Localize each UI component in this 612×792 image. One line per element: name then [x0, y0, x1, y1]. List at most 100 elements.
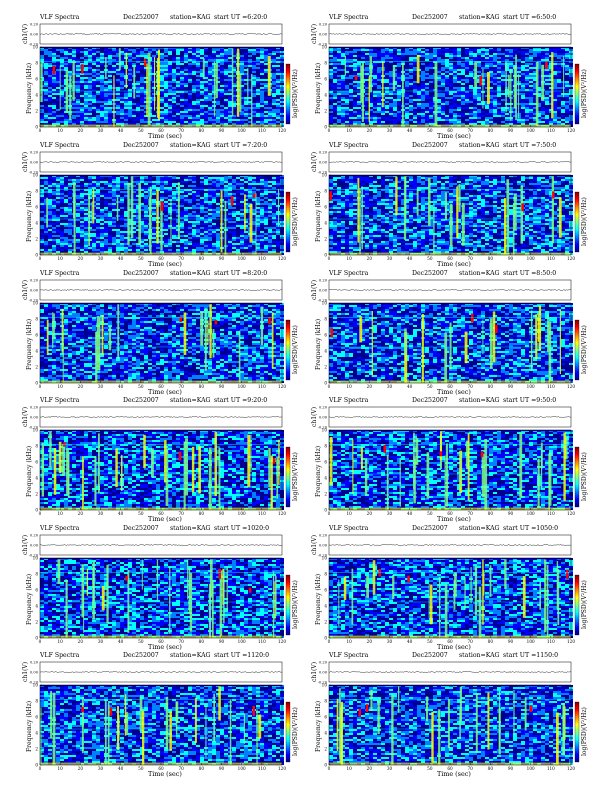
spectrogram-cell — [549, 61, 553, 63]
spectrogram-cell — [52, 111, 56, 113]
spectrogram-cell — [260, 109, 264, 111]
spectrogram-cell — [369, 55, 373, 57]
spectrogram-cell — [208, 83, 212, 85]
spectrogram-cell — [441, 79, 445, 81]
spectrogram-cell — [204, 93, 208, 95]
spectrogram-cell — [437, 111, 441, 113]
spectrogram-cell — [120, 105, 124, 107]
spectrogram-cell — [533, 71, 537, 73]
spectrogram-cell — [208, 53, 212, 55]
spectrogram-cell — [437, 69, 441, 71]
spectrogram-cell — [84, 105, 88, 107]
spectrogram-cell — [473, 103, 477, 105]
spectrogram-cell — [445, 115, 449, 117]
spectrogram-cell — [120, 73, 124, 75]
spectrogram-cell — [248, 85, 252, 87]
spectrogram-cell — [136, 57, 140, 59]
spectrogram-cell — [104, 107, 108, 109]
spectrogram-cell — [272, 55, 276, 57]
x-tick-label: 50 — [138, 128, 144, 133]
spectrogram-cell — [453, 91, 457, 93]
spectrogram-cell — [180, 51, 184, 53]
spectrogram-cell — [329, 51, 333, 53]
spectrogram-cell — [120, 115, 124, 117]
spectrogram-cell — [417, 121, 421, 123]
spectrogram-cell — [337, 111, 341, 113]
spectrogram-cell — [553, 81, 557, 83]
spectrogram-cell — [56, 59, 60, 61]
spectrogram-cell — [220, 79, 224, 81]
spectrogram-cell — [565, 101, 569, 103]
spectrogram-cell — [405, 59, 409, 61]
spectrogram-cell — [437, 99, 441, 101]
spectrogram-cell — [465, 67, 469, 69]
spectrogram-cell — [453, 51, 457, 53]
spectrogram-cell — [349, 91, 353, 93]
spectrogram-cell — [369, 123, 373, 125]
spectrogram-cell — [204, 109, 208, 111]
spectrogram-cell — [489, 67, 493, 69]
spectrogram-cell — [545, 91, 549, 93]
spectrogram-cell — [164, 99, 168, 101]
spectrogram-cell — [76, 105, 80, 107]
spectrogram-cell — [92, 91, 96, 93]
spectrogram-cell — [357, 111, 361, 113]
x-tick-label: 110 — [258, 128, 266, 133]
spectrogram-cell — [377, 117, 381, 119]
spectrogram-cell — [244, 61, 248, 63]
spectrogram-cell — [188, 99, 192, 101]
spectrogram-cell — [76, 59, 80, 61]
spectrogram-cell — [160, 103, 164, 105]
spectrogram-cell — [545, 101, 549, 103]
spectrogram-cell — [329, 77, 333, 79]
spectrogram-cell — [68, 55, 72, 57]
spectrogram-cell — [140, 57, 144, 59]
spectrogram-cell — [256, 113, 260, 115]
spectrogram-cell — [425, 97, 429, 99]
spectrogram-cell — [365, 85, 369, 87]
spectrogram-cell — [437, 91, 441, 93]
spectrogram-cell — [457, 71, 461, 73]
spectrogram-cell — [449, 91, 453, 93]
spectrogram-cell — [224, 87, 228, 89]
spectrogram-cell — [377, 77, 381, 79]
spectrogram-cell — [393, 93, 397, 95]
spectrogram-cell — [437, 89, 441, 91]
spectrogram-cell — [256, 67, 260, 69]
spectrogram-cell — [449, 101, 453, 103]
spectrogram-cell — [445, 61, 449, 63]
spectrogram-cell — [116, 69, 120, 71]
spectrogram-cell — [252, 93, 256, 95]
spectrogram-cell — [461, 95, 465, 97]
spectrogram-cell — [521, 105, 525, 107]
spectrogram-cell — [212, 119, 216, 121]
spectrogram-cell — [120, 87, 124, 89]
spectrogram-cell — [417, 99, 421, 101]
spectrogram-cell — [381, 55, 385, 57]
spectrogram-cell — [228, 59, 232, 61]
spectrogram-cell — [52, 61, 56, 63]
spectrogram-cell — [256, 71, 260, 73]
spectrogram-cell — [477, 69, 481, 71]
spectrogram-cell — [445, 63, 449, 65]
spectrogram-cell — [341, 105, 345, 107]
spectrogram-cell — [561, 81, 565, 83]
spectrogram-cell — [473, 105, 477, 107]
spectrogram-cell — [176, 55, 180, 57]
spectrogram-cell — [248, 83, 252, 85]
spectrogram-cell — [120, 59, 124, 61]
spectrogram-cell — [232, 71, 236, 73]
spectrogram-cell — [549, 59, 553, 61]
spectrogram-cell — [144, 73, 148, 75]
spectrogram-cell — [489, 75, 493, 77]
spectrogram-cell — [128, 115, 132, 117]
spectrogram-cell — [252, 73, 256, 75]
spectrogram-cell — [44, 95, 48, 97]
spectrogram-cell — [565, 67, 569, 69]
spectrogram-cell — [92, 97, 96, 99]
spectrogram-cell — [92, 123, 96, 125]
spectrogram-cell — [60, 67, 64, 69]
spectrogram-cell — [537, 103, 541, 105]
spectrogram-cell — [353, 93, 357, 95]
spectrogram-cell — [80, 115, 84, 117]
